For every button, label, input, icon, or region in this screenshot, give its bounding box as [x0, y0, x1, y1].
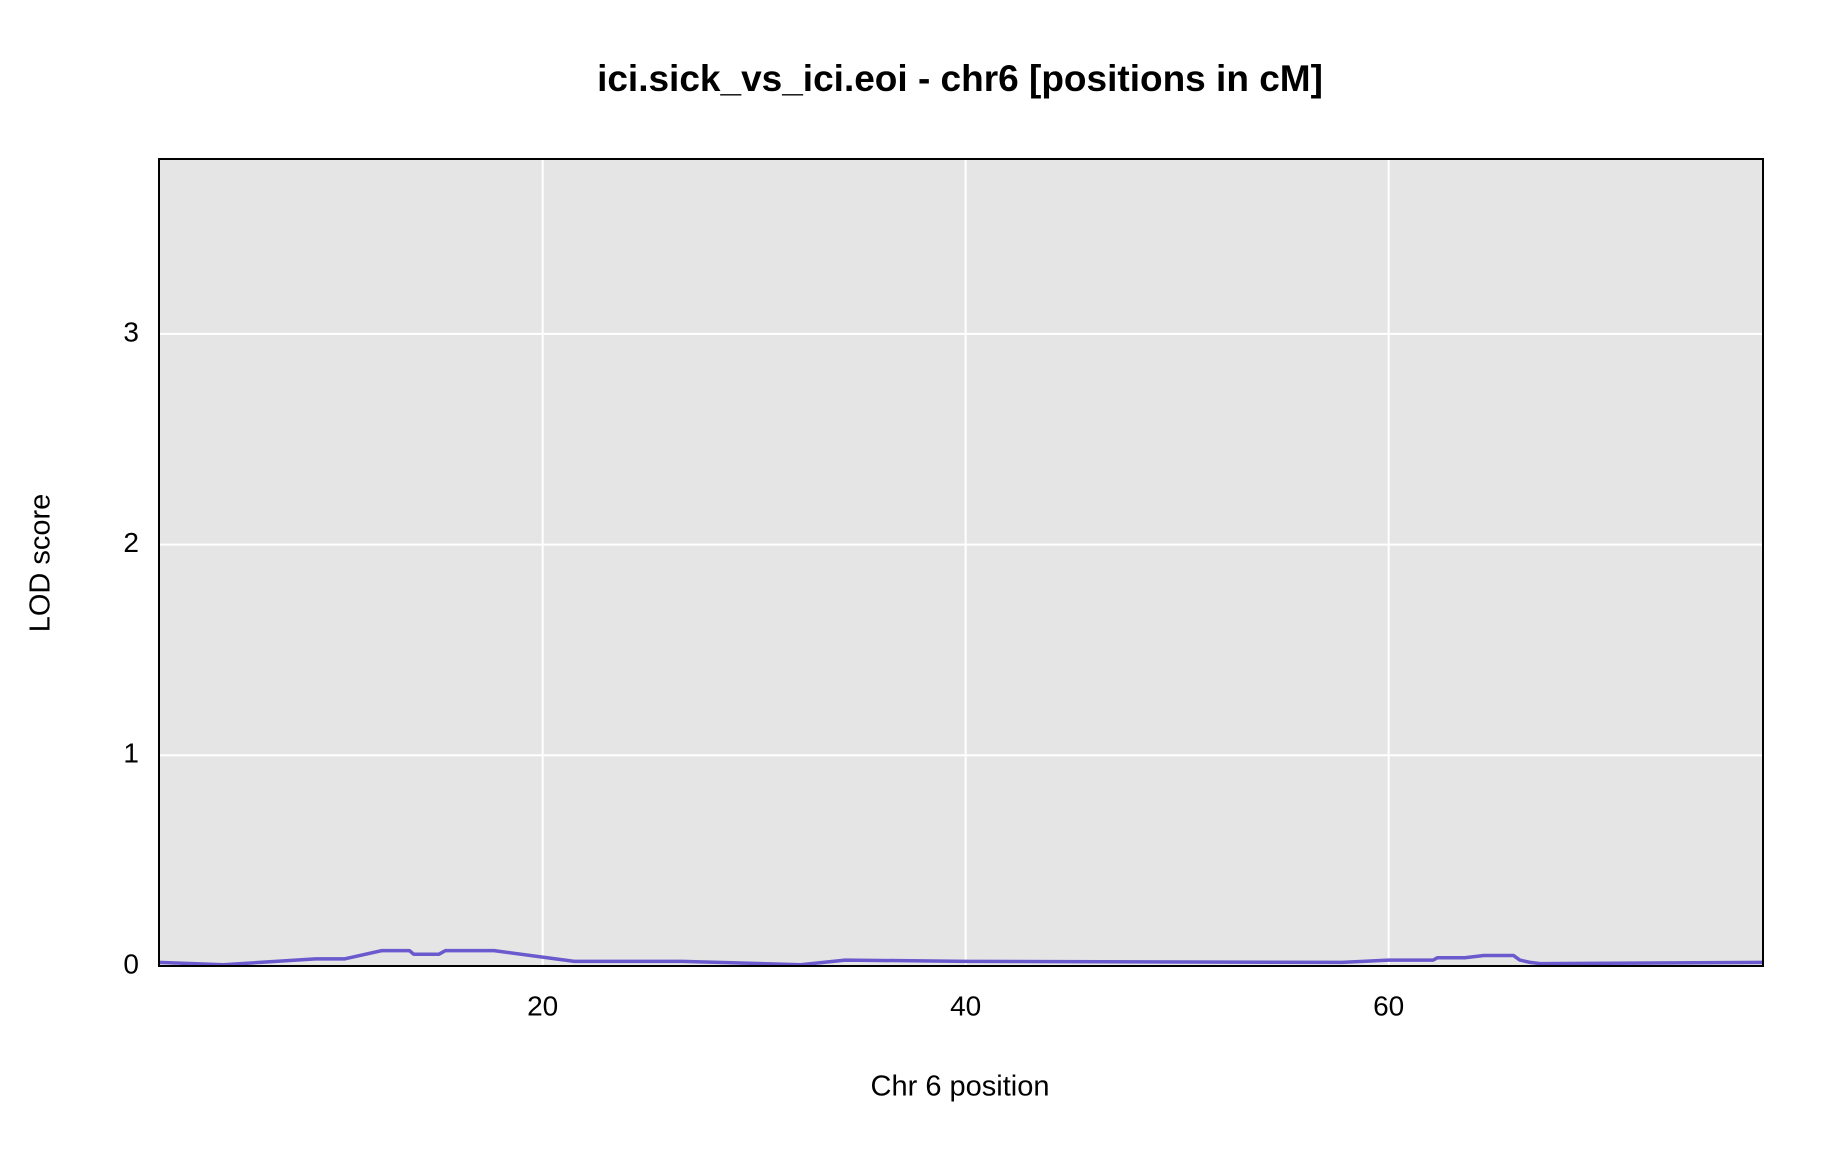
- x-tick-label: 40: [950, 990, 981, 1021]
- y-tick-label: 3: [123, 316, 139, 347]
- plot-border: [158, 158, 1764, 967]
- x-axis-label: Chr 6 position: [871, 1071, 1050, 1103]
- lod-line: [158, 948, 1764, 967]
- y-tick-label: 1: [123, 738, 139, 769]
- x-tick-label: 60: [1373, 990, 1404, 1021]
- chart-title: ici.sick_vs_ici.eoi - chr6 [positions in…: [597, 58, 1323, 99]
- y-tick-label: 2: [123, 527, 139, 558]
- x-tick-label: 20: [527, 990, 558, 1021]
- y-axis-label: LOD score: [25, 494, 57, 633]
- plot-background: [159, 159, 1763, 966]
- y-tick-label: 0: [123, 948, 139, 979]
